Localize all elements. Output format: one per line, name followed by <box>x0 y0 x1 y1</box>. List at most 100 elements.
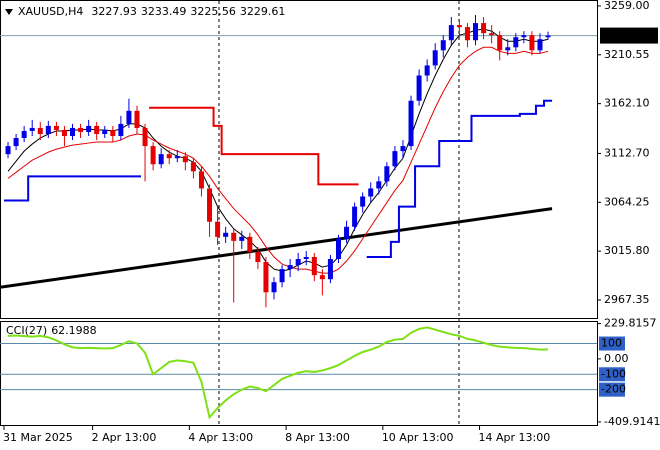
candle-body <box>126 110 132 124</box>
level-box <box>599 367 625 382</box>
candle-body <box>271 282 277 293</box>
candle-body <box>392 151 398 167</box>
candle-body <box>142 127 148 147</box>
header: XAUUSD,H4 3227.93 3233.49 3225.56 3229.61 <box>18 5 285 18</box>
header-close: 3229.61 <box>240 5 286 18</box>
candle-body <box>37 127 43 134</box>
candle-body <box>319 275 325 280</box>
candle-body <box>190 162 196 172</box>
candle-body <box>448 25 454 41</box>
y-tick-label: 3162.10 <box>604 97 650 110</box>
price-box <box>600 27 658 44</box>
candle-body <box>537 39 543 51</box>
candle-body <box>158 154 164 165</box>
candle-body <box>295 259 301 266</box>
candle-body <box>118 123 124 137</box>
y-tick-label: 3259.00 <box>604 0 650 12</box>
step-line <box>366 99 553 258</box>
main-frame <box>0 0 598 319</box>
candle-body <box>327 259 333 280</box>
candle-body <box>489 33 495 36</box>
candle-body <box>134 110 140 128</box>
level-label: -100 <box>601 367 626 380</box>
level-label: -200 <box>601 383 626 396</box>
symbol: XAUUSD,H4 <box>18 5 83 18</box>
candle-body <box>408 100 414 147</box>
candle-body <box>174 156 180 159</box>
cci-title: CCI(27) <box>6 324 47 337</box>
candle-body <box>432 50 438 66</box>
trendline <box>0 207 553 289</box>
x-tick-label: 14 Apr 13:00 <box>479 431 551 444</box>
x-tick-label: 4 Apr 13:00 <box>188 431 253 444</box>
candle-body <box>344 226 350 239</box>
candle-body <box>505 47 511 51</box>
candle-body <box>110 129 116 137</box>
candle-body <box>279 269 285 283</box>
candle-body <box>456 25 462 28</box>
candle-body <box>529 35 535 51</box>
candle-body <box>545 35 551 38</box>
candle-body <box>497 35 503 51</box>
candle-body <box>424 65 430 76</box>
y-tick-label: 3112.70 <box>604 146 650 159</box>
candle-body <box>473 23 479 41</box>
candle-body <box>53 125 59 130</box>
y-tick-label: 3064.25 <box>604 195 650 208</box>
y-tick-label: 2967.35 <box>604 293 650 306</box>
candle-body <box>102 129 108 134</box>
y-tick-label: 229.8157 <box>604 317 657 330</box>
candle-body <box>207 188 213 222</box>
candle-body <box>215 221 221 237</box>
candle-body <box>335 238 341 260</box>
candle-body <box>45 125 51 134</box>
candle-body <box>481 23 487 34</box>
candle-body <box>78 127 84 132</box>
candle-body <box>376 181 382 189</box>
candle-body <box>464 27 470 41</box>
candle-body <box>13 138 19 147</box>
candle-body <box>61 129 67 137</box>
candle-body <box>303 256 309 260</box>
candle-body <box>198 171 204 189</box>
candle-body <box>239 236 245 241</box>
step-line <box>4 175 142 202</box>
level-box <box>599 336 625 351</box>
level-box <box>599 382 625 397</box>
candle-body <box>263 262 269 293</box>
candle-body <box>150 146 156 165</box>
cci-frame <box>0 321 598 426</box>
step-line <box>149 106 359 186</box>
candle-body <box>287 265 293 270</box>
candle-body <box>311 256 317 276</box>
candle-body <box>94 125 100 134</box>
candle-body <box>182 156 188 163</box>
candle-body <box>166 154 172 159</box>
candle-body <box>223 232 229 237</box>
candle-body <box>416 75 422 101</box>
header-icon <box>5 9 13 15</box>
candle-body <box>513 37 519 48</box>
candle-body <box>368 188 374 197</box>
candle-body <box>384 166 390 182</box>
y-tick-label: 3015.80 <box>604 244 650 257</box>
candle-body <box>521 35 527 38</box>
candle-body <box>29 127 35 131</box>
candle-body <box>231 232 237 241</box>
cci-header: CCI(27) 62.1988 <box>6 324 97 337</box>
candle-body <box>247 236 253 252</box>
x-tick-label: 8 Apr 13:00 <box>285 431 350 444</box>
moving-average <box>7 46 549 274</box>
cci-line <box>7 326 549 420</box>
header-high: 3233.49 <box>141 5 187 18</box>
x-tick-label: 31 Mar 2025 <box>3 431 73 444</box>
level-label: 100 <box>601 337 622 350</box>
candle-body <box>21 130 27 139</box>
x-tick-label: 10 Apr 13:00 <box>382 431 454 444</box>
candle-body <box>440 40 446 51</box>
header-low: 3225.56 <box>190 5 236 18</box>
header-open: 3227.93 <box>91 5 137 18</box>
y-tick-label: 3210.55 <box>604 48 650 61</box>
